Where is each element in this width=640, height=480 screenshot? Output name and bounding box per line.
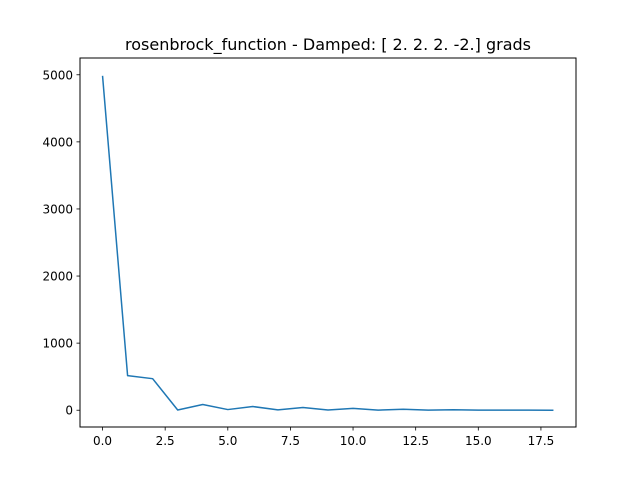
y-tick-label: 5000 [42,68,73,82]
x-tick-label: 5.0 [218,434,237,448]
series-layer [101,75,554,411]
x-tick-label: 12.5 [402,434,429,448]
y-tick-label: 0 [65,404,73,418]
x-tick-label: 2.5 [156,434,175,448]
x-tick-label: 17.5 [528,434,555,448]
y-tick-label: 4000 [42,135,73,149]
x-tick-label: 7.5 [281,434,300,448]
y-tick-label: 1000 [42,337,73,351]
y-tick-label: 3000 [42,202,73,216]
y-axis: 0 1000 2000 3000 4000 5000 [42,68,80,418]
x-tick-label: 0.0 [93,434,112,448]
series-line [101,75,554,411]
plot-frame [79,57,577,428]
chart-title: rosenbrock_function - Damped: [ 2. 2. 2.… [125,35,531,55]
x-tick-label: 10.0 [340,434,367,448]
y-tick-label: 2000 [42,270,73,284]
x-tick-label: 15.0 [465,434,492,448]
x-axis: 0.0 2.5 5.0 7.5 10.0 12.5 15.0 17.5 [93,427,554,448]
